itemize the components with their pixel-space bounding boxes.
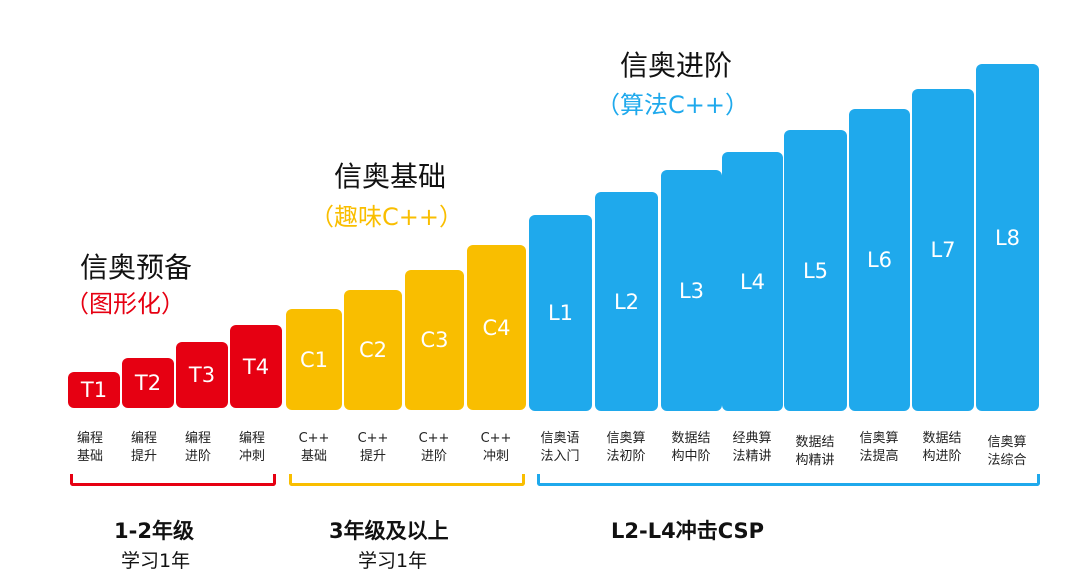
level-desc-l6: 信奥算 法提高 [859,431,899,464]
level-desc-t2: 编程 提升 [130,431,157,464]
group-subtitle-preparation: （图形化） [65,290,185,318]
duration-label-foundation: 学习1年 [358,550,428,572]
level-block-t2: T2 [122,358,174,408]
grade-label-foundation: 3年级及以上 [329,519,449,543]
grade-label-preparation: 1-2年级 [114,519,194,543]
level-desc-l2: 信奥算 法初阶 [606,431,646,464]
level-desc-t1: 编程 基础 [76,431,103,464]
level-block-l5: L5 [784,130,847,411]
level-desc-t4: 编程 冲刺 [238,431,265,464]
group-title-foundation: 信奥基础 [334,160,447,193]
level-block-c3: C3 [405,270,464,410]
level-block-t3: T3 [176,342,228,408]
level-block-c2: C2 [344,290,402,410]
level-block-l8: L8 [976,64,1039,411]
group-title-preparation: 信奥预备 [80,251,193,284]
level-block-l2: L2 [595,192,658,411]
bracket-advanced [537,474,1040,486]
bracket-preparation [70,474,276,486]
level-desc-c1: C++ 基础 [298,431,330,464]
group-title-advanced: 信奥进阶 [620,49,733,82]
level-block-t4: T4 [230,325,282,408]
level-desc-l7: 数据结 构进阶 [922,431,962,464]
goal-label-advanced: L2-L4冲击CSP [611,519,765,543]
level-desc-l1: 信奥语 法入门 [540,431,580,464]
level-block-l3: L3 [661,170,722,411]
level-desc-t3: 编程 进阶 [184,431,211,464]
level-block-t1: T1 [68,372,120,408]
level-block-c4: C4 [467,245,526,410]
level-desc-l8: 信奥算 法综合 [987,435,1027,468]
level-desc-l4: 经典算 法精讲 [732,431,772,464]
group-subtitle-advanced: （算法C++） [596,91,749,119]
level-block-l7: L7 [912,89,974,411]
level-block-c1: C1 [286,309,342,410]
level-desc-c4: C++ 冲刺 [480,431,512,464]
level-block-l1: L1 [529,215,592,411]
level-block-l4: L4 [722,152,783,411]
level-desc-l3: 数据结 构中阶 [671,431,711,464]
duration-label-preparation: 学习1年 [121,550,191,572]
level-desc-l5: 数据结 构精讲 [795,435,835,468]
level-desc-c2: C++ 提升 [357,431,389,464]
level-block-l6: L6 [849,109,910,411]
group-subtitle-foundation: （趣味C++） [310,203,463,231]
level-desc-c3: C++ 进阶 [418,431,450,464]
bracket-foundation [289,474,525,486]
